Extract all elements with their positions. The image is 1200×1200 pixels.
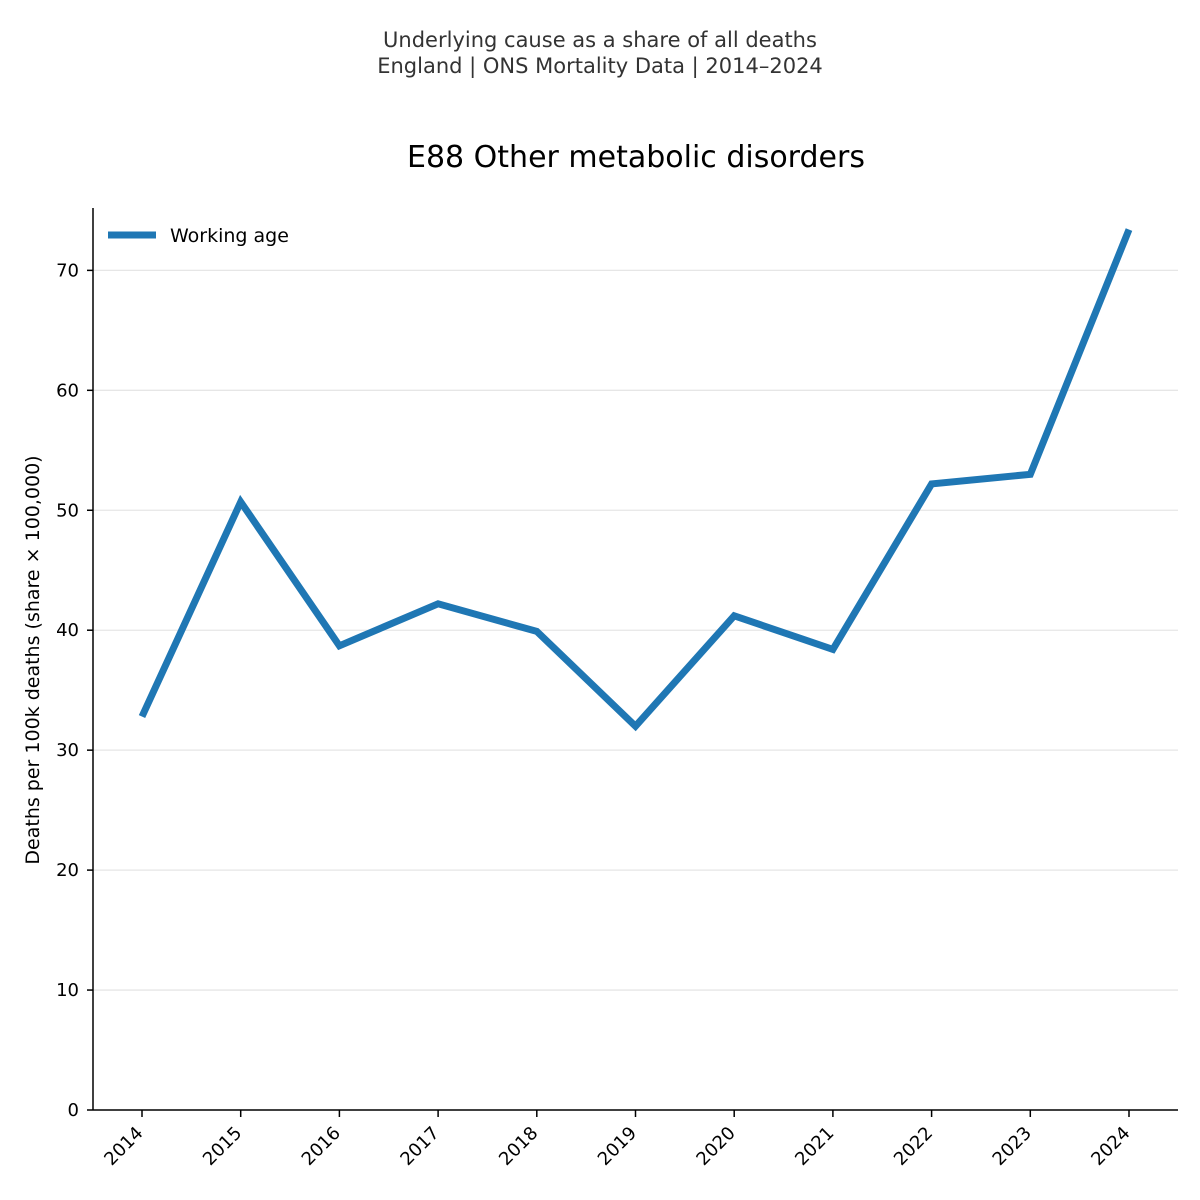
x-tick-label-2017: 2017 [396, 1123, 443, 1170]
y-axis-label: Deaths per 100k deaths (share × 100,000) [22, 455, 44, 864]
chart-title: E88 Other metabolic disorders [407, 140, 865, 175]
y-tick-label-30: 30 [56, 740, 79, 761]
x-tick-label-2018: 2018 [495, 1123, 542, 1170]
y-tick-label-40: 40 [56, 620, 79, 641]
series-line-working-age [138, 228, 1133, 732]
chart-suptitle-line1: Underlying cause as a share of all death… [383, 28, 817, 52]
series-layer [138, 228, 1133, 732]
x-tick-label-2016: 2016 [298, 1123, 345, 1170]
y-tick-label-70: 70 [56, 260, 79, 281]
y-axis-ticks: 0 10 20 30 40 50 60 70 [56, 260, 93, 1121]
x-tick-label-2020: 2020 [692, 1123, 739, 1170]
y-tick-label-60: 60 [56, 380, 79, 401]
x-tick-label-2015: 2015 [199, 1123, 246, 1170]
gridlines [93, 269, 1178, 991]
x-tick-label-2022: 2022 [890, 1123, 937, 1170]
x-axis-ticks: 2014 2015 2016 2017 2018 2019 2020 2021 2022 2023… [100, 1110, 1135, 1170]
x-tick-label-2021: 2021 [791, 1123, 838, 1170]
x-tick-label-2014: 2014 [100, 1123, 147, 1170]
legend-label-working-age: Working age [170, 225, 289, 247]
axes [92, 208, 1178, 1111]
chart-suptitle-line2: England | ONS Mortality Data | 2014–2024 [377, 54, 823, 79]
x-tick-label-2024: 2024 [1087, 1123, 1134, 1170]
legend: Working age [108, 225, 289, 247]
y-tick-label-20: 20 [56, 860, 79, 881]
y-tick-label-50: 50 [56, 500, 79, 521]
y-tick-label-0: 0 [68, 1100, 79, 1121]
x-tick-label-2019: 2019 [594, 1123, 641, 1170]
y-tick-label-10: 10 [56, 980, 79, 1001]
x-tick-label-2023: 2023 [989, 1123, 1036, 1170]
